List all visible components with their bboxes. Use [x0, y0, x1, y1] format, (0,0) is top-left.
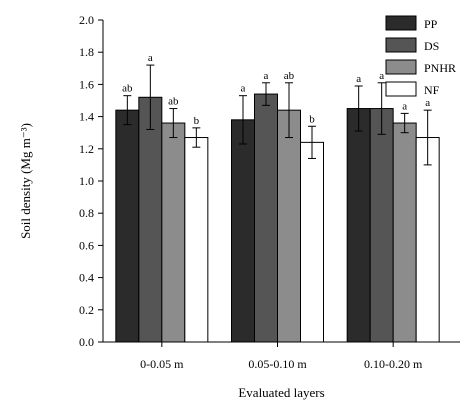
- y-tick-label: 0.8: [79, 206, 94, 220]
- y-axis-title: Soil density (Mg m⁻³): [18, 123, 33, 239]
- x-tick-label: 0.05-0.10 m: [248, 357, 307, 371]
- legend: PP DS PNHR NF: [385, 15, 456, 97]
- y-tick-label: 1.8: [79, 45, 94, 59]
- significance-label: b: [309, 113, 315, 125]
- x-tick-label: 0-0.05 m: [140, 357, 184, 371]
- error-bars-group: [123, 64, 432, 166]
- x-axis: 0-0.05 m 0.05-0.10 m 0.10-0.20 m: [103, 341, 460, 371]
- x-tick-label: 0.10-0.20 m: [364, 357, 423, 371]
- y-axis: 0.0 0.2 0.4 0.6 0.8 1.0 1.2 1.4 1.6 1.8 2.0: [79, 13, 104, 349]
- y-tick-label: 0.6: [79, 238, 94, 252]
- y-tick-label: 1.0: [79, 174, 94, 188]
- y-tick-label: 0.4: [79, 271, 94, 285]
- x-axis-title: Evaluated layers: [238, 385, 324, 400]
- significance-label: a: [241, 83, 246, 95]
- legend-swatch: [385, 59, 417, 75]
- legend-label: PP: [424, 17, 438, 31]
- bar: [161, 122, 186, 343]
- y-tick-label: 1.2: [79, 142, 94, 156]
- bar: [369, 108, 394, 343]
- significance-label: a: [264, 70, 269, 82]
- legend-label: PNHR: [424, 61, 456, 75]
- significance-label: ab: [168, 96, 179, 108]
- bar: [415, 137, 440, 343]
- legend-label: DS: [424, 39, 439, 53]
- legend-swatch: [385, 15, 417, 31]
- bar: [254, 93, 278, 343]
- bar: [184, 137, 209, 343]
- bar: [300, 141, 324, 343]
- bar: [231, 119, 255, 343]
- bar: [277, 109, 301, 343]
- significance-label: ab: [284, 70, 295, 82]
- bar: [392, 122, 417, 343]
- significance-label: a: [425, 97, 430, 109]
- legend-label: NF: [424, 83, 440, 97]
- bars-group: [115, 93, 440, 343]
- significance-label: ab: [122, 83, 133, 95]
- significance-label: a: [356, 73, 361, 85]
- y-tick-label: 1.6: [79, 77, 94, 91]
- bar: [138, 96, 163, 343]
- bar: [115, 109, 140, 343]
- legend-swatch: [385, 81, 417, 97]
- y-tick-label: 1.4: [79, 110, 94, 124]
- significance-label: a: [148, 52, 153, 64]
- significance-label: a: [379, 70, 384, 82]
- bar: [346, 108, 371, 343]
- y-tick-label: 0.0: [79, 335, 94, 349]
- y-tick-label: 0.2: [79, 303, 94, 317]
- significance-label: b: [194, 115, 200, 127]
- y-tick-label: 2.0: [79, 13, 94, 27]
- significance-label: a: [402, 100, 407, 112]
- significance-labels-group: ab a ab b a a ab b a a a a: [122, 52, 430, 127]
- legend-swatch: [385, 37, 417, 53]
